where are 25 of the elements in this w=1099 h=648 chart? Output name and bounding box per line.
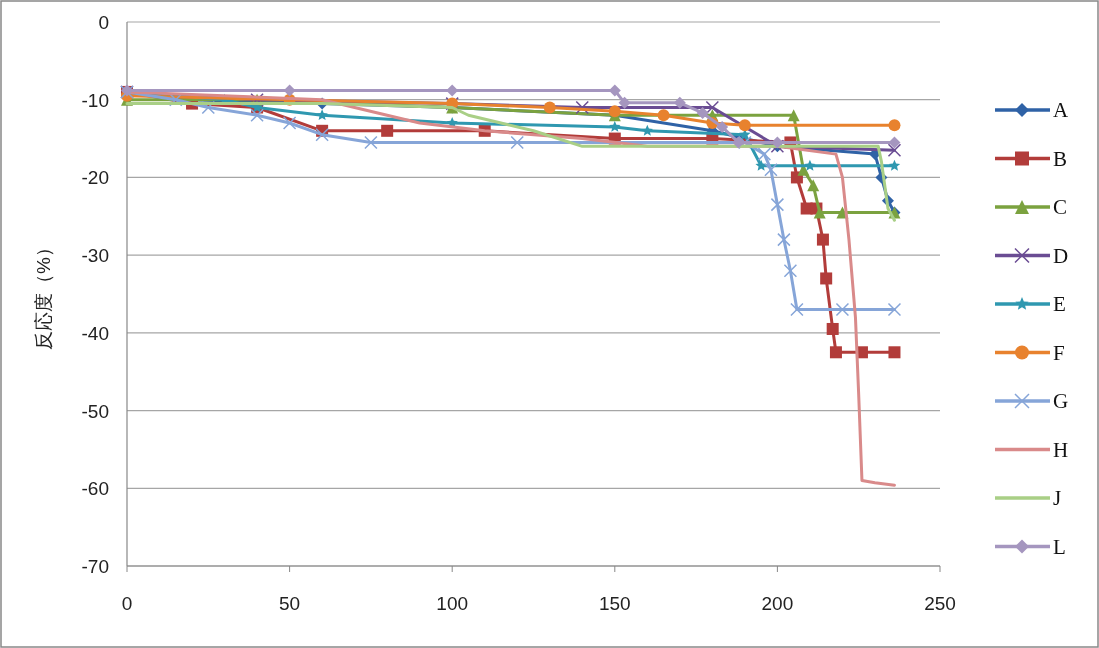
- x-tick-label: 250: [924, 593, 956, 614]
- legend-label: B: [1053, 146, 1068, 171]
- legend-label: L: [1053, 534, 1066, 559]
- legend-label: J: [1053, 486, 1062, 510]
- legend-label: F: [1053, 340, 1065, 365]
- x-tick-label: 0: [121, 593, 133, 614]
- legend-label: A: [1053, 98, 1069, 122]
- x-tick-label: 100: [436, 593, 469, 614]
- legend-label: G: [1053, 389, 1069, 413]
- y-tick-label: -60: [81, 478, 109, 500]
- legend-label: H: [1053, 437, 1069, 462]
- legend-label: E: [1053, 292, 1066, 316]
- y-tick-label: -20: [81, 167, 109, 189]
- y-tick-label: -30: [81, 245, 109, 267]
- y-tick-label: -40: [81, 322, 109, 344]
- legend-label: D: [1053, 243, 1069, 268]
- x-tick-label: 50: [279, 593, 301, 614]
- y-axis-title: 反応度（%）: [33, 238, 54, 350]
- y-tick-label: -50: [81, 400, 109, 422]
- x-tick-label: 150: [598, 593, 631, 614]
- y-tick-label: -70: [81, 556, 109, 577]
- legend-label: C: [1053, 195, 1068, 219]
- y-tick-label: 0: [98, 12, 109, 33]
- y-tick-label: -10: [81, 89, 109, 111]
- x-tick-label: 200: [761, 593, 794, 614]
